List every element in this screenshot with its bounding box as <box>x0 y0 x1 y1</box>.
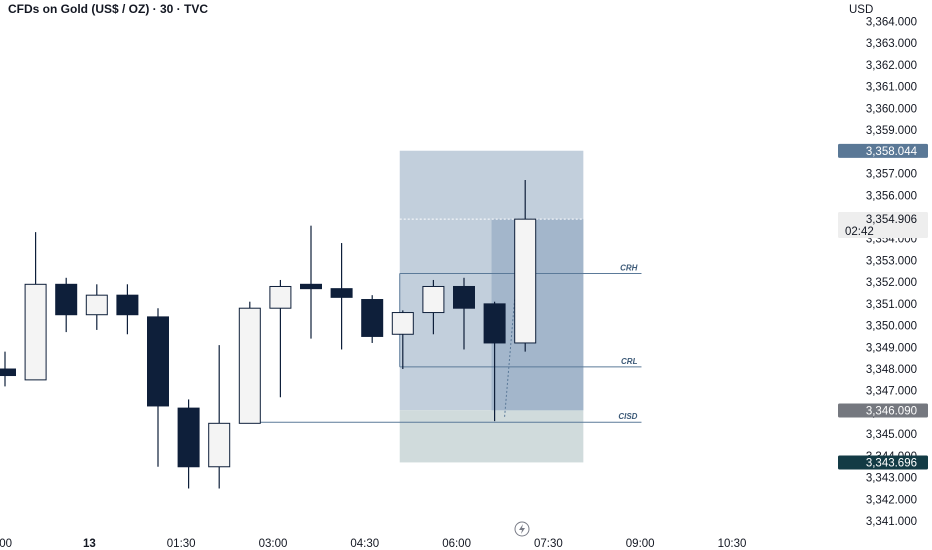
price-badge-bg <box>838 403 928 418</box>
candle-body <box>238 307 261 424</box>
currency-label: USD <box>849 4 873 16</box>
y-tick-label: 3,364.000 <box>866 17 917 29</box>
x-tick-label: 01:30 <box>167 538 196 550</box>
candle-body <box>24 283 47 381</box>
time-axis[interactable]: 22:00 13 01:30 03:00 04:30 06:00 07:30 09:00 10:… <box>0 538 746 550</box>
level-label-cisd: CISD <box>618 412 637 421</box>
candle[interactable] <box>24 232 47 381</box>
candle-body <box>453 285 475 309</box>
candle[interactable] <box>391 310 414 370</box>
lightning-icon[interactable] <box>514 521 530 537</box>
candle[interactable] <box>269 279 292 398</box>
candle-body <box>177 407 200 468</box>
candle-body <box>391 312 414 335</box>
y-tick-label: 3,341.000 <box>866 516 917 528</box>
y-tick-label: 3,360.000 <box>866 103 917 115</box>
candle-body <box>147 316 169 407</box>
candle[interactable] <box>147 308 169 467</box>
x-tick-label: 06:00 <box>442 538 471 550</box>
price-badge-label: 3,343.696 <box>866 458 917 470</box>
candle-body <box>300 283 322 290</box>
y-tick-label: 3,342.000 <box>866 494 917 506</box>
x-tick-label: 03:00 <box>259 538 288 550</box>
candle[interactable] <box>208 345 231 489</box>
candle[interactable] <box>361 295 384 343</box>
candle-body <box>208 422 231 468</box>
price-badge-label: 3,354.906 <box>866 214 917 226</box>
candle-body <box>514 218 537 344</box>
candle-body <box>0 368 16 377</box>
zone-lower-box[interactable] <box>399 410 584 463</box>
x-tick-label: 04:30 <box>350 538 379 550</box>
level-label-crl: CRL <box>621 357 638 366</box>
price-badge-label: 3,358.044 <box>866 146 918 158</box>
y-tick-label: 3,351.000 <box>866 299 917 311</box>
price-badge-label: 3,346.090 <box>866 406 917 418</box>
price-badge-countdown: 02:42 <box>845 226 874 238</box>
candle-body <box>330 288 353 298</box>
candle[interactable] <box>238 301 261 424</box>
candle[interactable] <box>0 351 16 387</box>
x-tick-label: 07:30 <box>534 538 563 550</box>
candle-body <box>483 303 506 344</box>
price-badge-bg <box>838 455 928 470</box>
candle-body <box>422 285 445 314</box>
price-badge-bg <box>838 143 928 158</box>
candle[interactable] <box>330 243 353 350</box>
candle[interactable] <box>514 180 537 352</box>
y-tick-label: 3,361.000 <box>866 82 917 94</box>
y-tick-label: 3,345.000 <box>866 429 917 441</box>
y-tick-label: 3,359.000 <box>866 125 917 137</box>
y-tick-label: 3,350.000 <box>866 321 917 333</box>
candle-body <box>269 285 292 309</box>
level-layer: CRH CRL CISD <box>258 263 642 423</box>
x-tick-label: 22:00 <box>0 538 12 550</box>
candle[interactable] <box>453 277 475 350</box>
candle[interactable] <box>177 399 200 489</box>
candle[interactable] <box>483 301 506 422</box>
candle[interactable] <box>116 284 139 335</box>
y-tick-label: 3,362.000 <box>866 60 917 72</box>
price-badge: 3,358.044 <box>838 143 928 158</box>
candle-layer <box>0 180 537 489</box>
candle-body <box>116 294 139 316</box>
level-label-crh: CRH <box>620 263 638 272</box>
x-tick-label: 09:00 <box>626 538 655 550</box>
y-tick-label: 3,363.000 <box>866 38 917 50</box>
candle[interactable] <box>85 284 108 330</box>
price-badge: 3,343.696 <box>838 455 928 470</box>
y-tick-label: 3,352.000 <box>866 277 917 289</box>
price-badge: 3,346.090 <box>838 403 928 418</box>
y-tick-label: 3,357.000 <box>866 169 917 181</box>
y-tick-label: 3,353.000 <box>866 255 917 267</box>
candle[interactable] <box>300 225 322 339</box>
x-tick-label: 10:30 <box>718 538 747 550</box>
candle[interactable] <box>55 277 78 333</box>
price-badge-bg <box>838 212 928 239</box>
x-tick-label: 13 <box>83 538 96 550</box>
candle-body <box>361 299 384 337</box>
y-tick-label: 3,347.000 <box>866 386 917 398</box>
y-tick-label: 3,349.000 <box>866 342 917 354</box>
candle-body <box>85 294 108 316</box>
chart-title: CFDs on Gold (US$ / OZ) · 30 · TVC <box>8 2 209 16</box>
y-tick-label: 3,356.000 <box>866 190 917 202</box>
y-tick-label: 3,343.000 <box>866 473 917 485</box>
price-axis[interactable]: USD 3,364.000 3,363.000 3,362.000 3,361.000… <box>849 4 917 528</box>
candle[interactable] <box>422 279 445 335</box>
zone-inner-box[interactable] <box>491 219 584 411</box>
y-tick-label: 3,348.000 <box>866 364 917 376</box>
candle-body <box>55 283 78 316</box>
